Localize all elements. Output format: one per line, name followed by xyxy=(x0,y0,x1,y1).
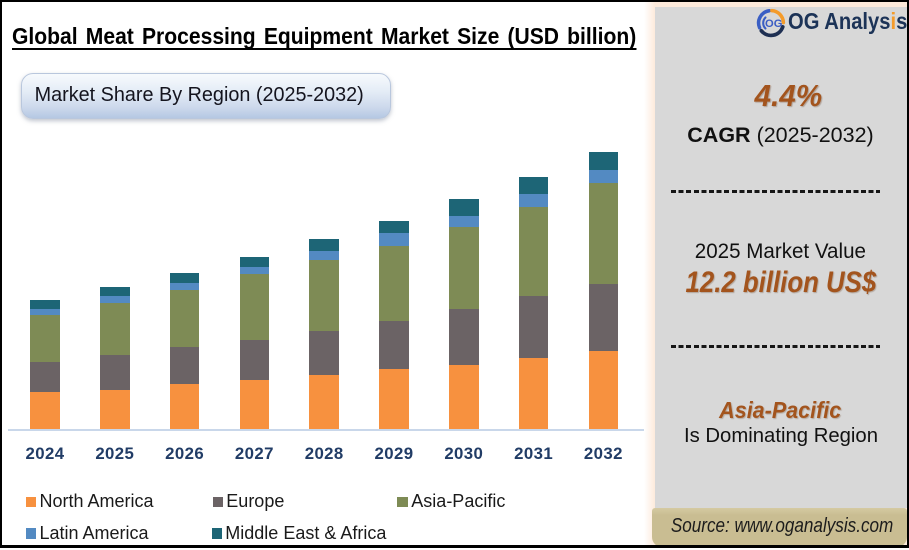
svg-text:OG: OG xyxy=(765,18,783,30)
